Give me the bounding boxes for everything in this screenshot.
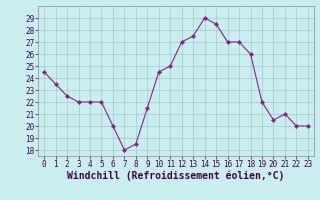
X-axis label: Windchill (Refroidissement éolien,°C): Windchill (Refroidissement éolien,°C)	[67, 171, 285, 181]
